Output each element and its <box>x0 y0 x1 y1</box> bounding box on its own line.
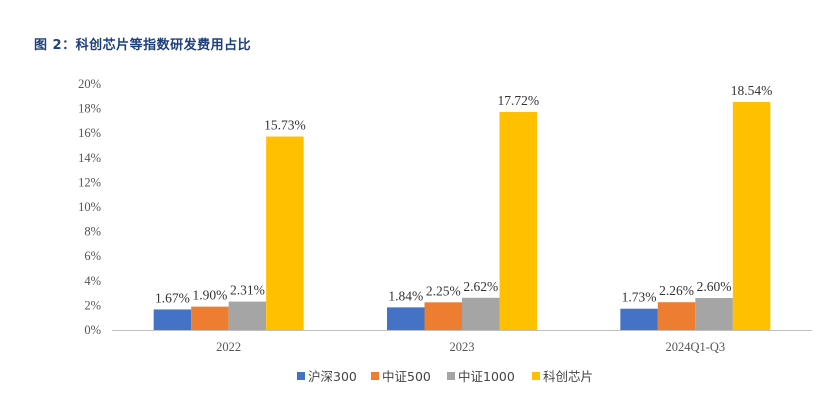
data-labels: 1.67% 1.90% 2.31% 15.73% 1.84% 2.25% 2.62% 17.7… <box>155 83 772 306</box>
data-label: 2.31% <box>230 283 265 298</box>
figure-title: 图 2：科创芯片等指数研发费用占比 <box>34 38 252 53</box>
y-tick-label: 2% <box>84 298 101 312</box>
data-label: 1.84% <box>388 288 423 303</box>
bar <box>387 307 425 330</box>
bar <box>462 297 500 330</box>
data-label: 17.72% <box>497 93 539 108</box>
bar <box>657 302 696 330</box>
data-label: 2.62% <box>463 279 498 294</box>
legend-swatch <box>532 372 540 380</box>
y-tick-label: 0% <box>84 323 101 337</box>
legend-label: 沪深300 <box>308 369 357 384</box>
data-label: 18.54% <box>731 83 773 98</box>
bar <box>620 308 658 330</box>
legend-label: 中证500 <box>382 369 431 384</box>
data-label: 1.67% <box>155 290 190 305</box>
data-label: 2.60% <box>697 279 732 294</box>
legend-label: 科创芯片 <box>543 369 593 384</box>
data-label: 2.25% <box>426 283 461 298</box>
bar <box>153 309 192 330</box>
y-tick-label: 8% <box>84 225 101 239</box>
data-label: 2.26% <box>659 283 694 298</box>
data-label: 1.90% <box>192 288 227 303</box>
bar <box>191 306 229 330</box>
x-tick-label: 2022 <box>216 340 241 354</box>
x-tick-label: 2023 <box>450 340 475 354</box>
y-tick-label: 14% <box>78 151 101 165</box>
y-tick-label: 6% <box>84 249 101 263</box>
bar <box>695 298 733 330</box>
legend-swatch <box>447 372 455 380</box>
y-tick-label: 16% <box>78 126 101 140</box>
bar <box>732 101 771 330</box>
bar <box>228 301 267 330</box>
bars <box>153 101 771 330</box>
y-tick-label: 12% <box>78 175 101 189</box>
legend-swatch <box>371 372 379 380</box>
data-label: 1.73% <box>622 290 657 305</box>
legend-swatch <box>297 372 305 380</box>
bar <box>499 112 537 330</box>
x-tick-label: 2024Q1-Q3 <box>665 340 725 354</box>
y-tick-label: 10% <box>78 200 101 214</box>
data-label: 15.73% <box>264 118 306 133</box>
y-axis: 0% 2% 4% 6% 8% 10% 12% 14% 16% 18% 20% <box>78 77 101 337</box>
y-tick-label: 18% <box>78 102 101 116</box>
bar <box>266 136 304 330</box>
y-tick-label: 20% <box>78 77 101 91</box>
y-tick-label: 4% <box>84 274 101 288</box>
bar <box>424 302 462 330</box>
legend-label: 中证1000 <box>458 369 515 384</box>
legend: 沪深300 中证500 中证1000 科创芯片 <box>297 369 593 384</box>
x-axis: 2022 2023 2024Q1-Q3 <box>216 340 725 354</box>
